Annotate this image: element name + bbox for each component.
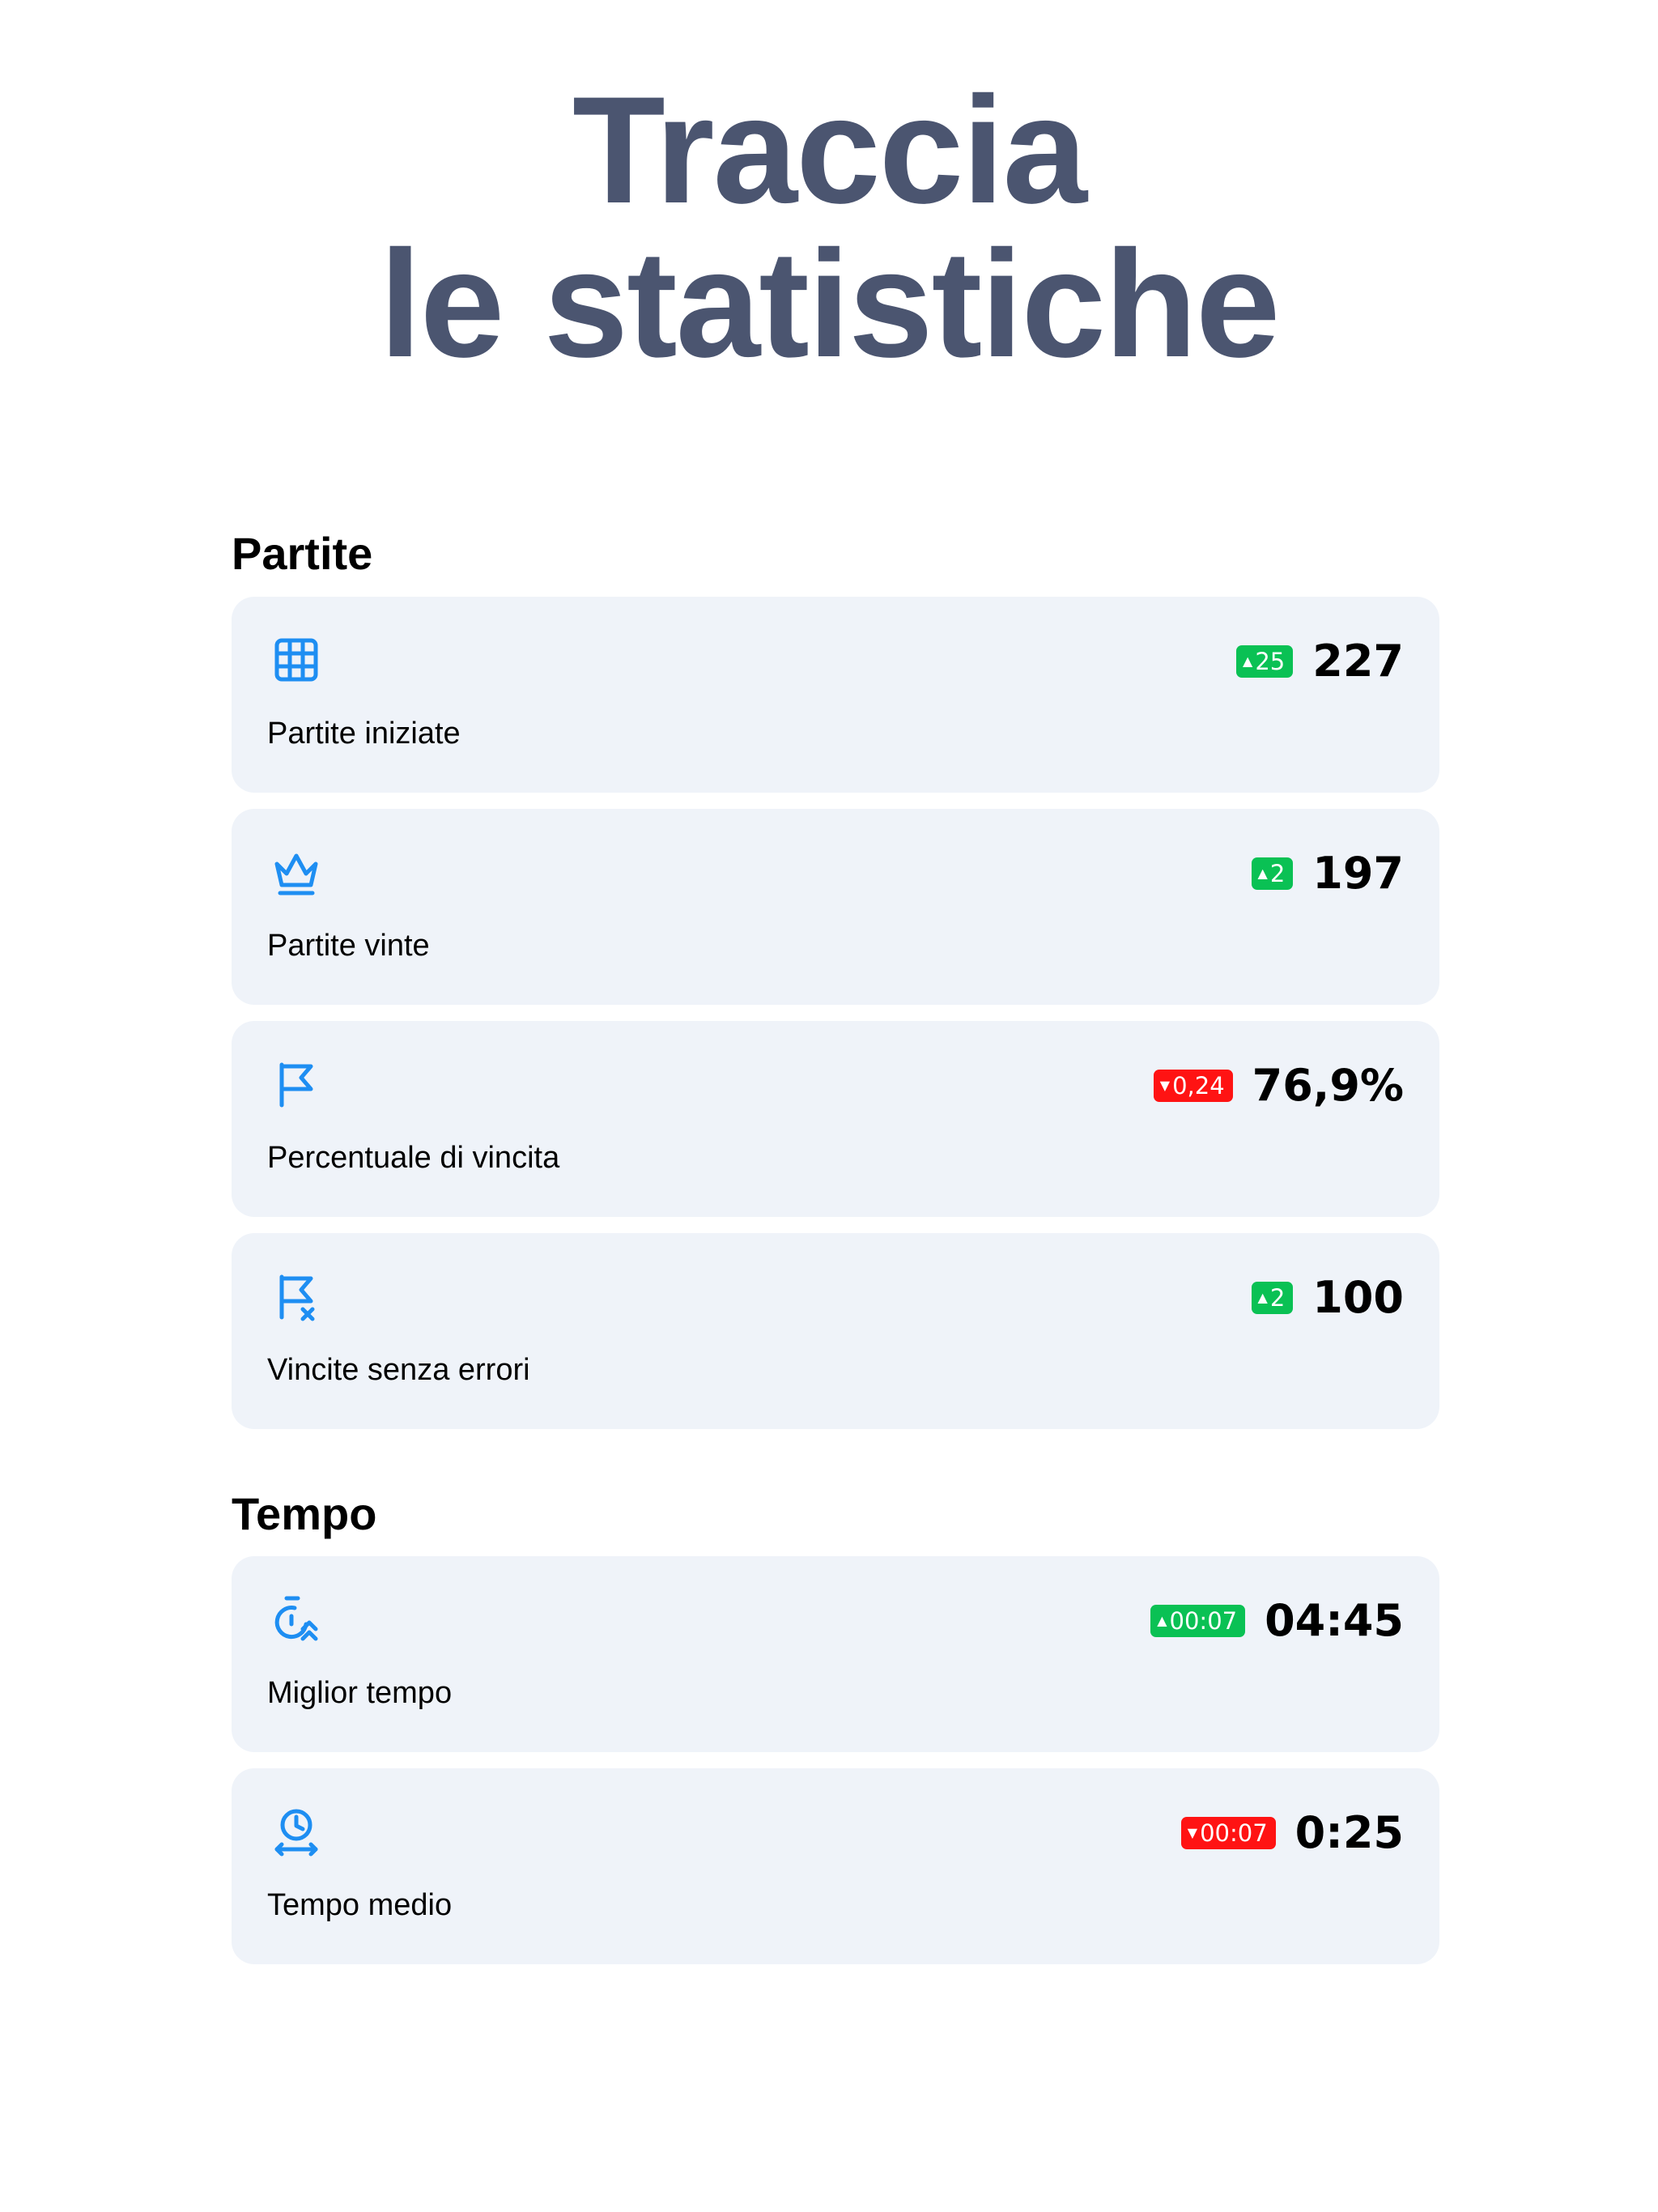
flag-x-icon bbox=[270, 1270, 322, 1322]
trend-badge: ▲ 2 bbox=[1251, 857, 1294, 890]
stat-card-vincite-senza-errori[interactable]: Vincite senza errori ▲ 2 100 bbox=[232, 1233, 1439, 1429]
arrow-up-icon: ▲ bbox=[1257, 866, 1268, 881]
trend-change: 00:07 bbox=[1200, 1819, 1268, 1847]
hero-title-line-1: Traccia bbox=[572, 65, 1087, 235]
stat-label: Miglior tempo bbox=[267, 1676, 453, 1710]
stat-value: 0:25 bbox=[1295, 1807, 1404, 1858]
stat-card-partite-vinte[interactable]: Partite vinte ▲ 2 197 bbox=[232, 809, 1439, 1005]
trend-change: 25 bbox=[1255, 648, 1286, 675]
hero-title-line-2: le statistiche bbox=[379, 219, 1281, 389]
clock-average-icon bbox=[270, 1806, 322, 1857]
stat-card-percentuale-vincita[interactable]: Percentuale di vincita ▼ 0,24 76,9% bbox=[232, 1021, 1439, 1217]
stat-value-group: ▼ 0,24 76,9% bbox=[1153, 1057, 1404, 1115]
trend-change: 00:07 bbox=[1169, 1607, 1238, 1635]
arrow-down-icon: ▼ bbox=[1187, 1825, 1198, 1840]
stat-value-group: ▲ 00:07 04:45 bbox=[1150, 1592, 1404, 1650]
stat-label: Vincite senza errori bbox=[267, 1353, 530, 1387]
trend-change: 2 bbox=[1269, 1284, 1286, 1312]
stat-value: 227 bbox=[1312, 636, 1404, 687]
hero-title: Traccia le statistiche bbox=[0, 73, 1658, 381]
stat-card-partite-iniziate[interactable]: Partite iniziate ▲ 25 227 bbox=[232, 597, 1439, 793]
trend-badge: ▼ 00:07 bbox=[1180, 1817, 1276, 1849]
stat-label: Tempo medio bbox=[267, 1888, 453, 1922]
stat-value-group: ▲ 2 100 bbox=[1251, 1269, 1404, 1327]
stat-value-group: ▲ 25 227 bbox=[1236, 632, 1404, 691]
arrow-up-icon: ▲ bbox=[1157, 1613, 1167, 1628]
stat-value: 197 bbox=[1312, 848, 1404, 899]
stat-card-miglior-tempo[interactable]: Miglior tempo ▲ 00:07 04:45 bbox=[232, 1556, 1439, 1752]
section-title-tempo: Tempo bbox=[232, 1488, 377, 1539]
stat-value-group: ▼ 00:07 0:25 bbox=[1180, 1804, 1404, 1862]
stat-value-group: ▲ 2 197 bbox=[1251, 844, 1404, 903]
trend-badge: ▲ 00:07 bbox=[1150, 1605, 1246, 1637]
grid-icon bbox=[270, 634, 322, 686]
arrow-down-icon: ▼ bbox=[1159, 1078, 1171, 1093]
trend-badge: ▲ 2 bbox=[1251, 1282, 1294, 1314]
stopwatch-up-icon bbox=[270, 1593, 322, 1645]
section-title-partite: Partite bbox=[232, 528, 373, 579]
stat-label: Partite vinte bbox=[267, 929, 430, 963]
flag-icon bbox=[270, 1058, 322, 1110]
arrow-up-icon: ▲ bbox=[1243, 653, 1253, 669]
stat-label: Partite iniziate bbox=[267, 717, 461, 751]
trend-badge: ▲ 25 bbox=[1236, 645, 1294, 678]
trend-change: 0,24 bbox=[1172, 1072, 1225, 1100]
crown-icon bbox=[270, 846, 322, 898]
stat-value: 76,9% bbox=[1252, 1060, 1404, 1111]
trend-change: 2 bbox=[1269, 860, 1286, 887]
trend-badge: ▼ 0,24 bbox=[1153, 1070, 1233, 1102]
stat-value: 04:45 bbox=[1265, 1595, 1404, 1646]
stat-card-tempo-medio[interactable]: Tempo medio ▼ 00:07 0:25 bbox=[232, 1768, 1439, 1964]
stat-label: Percentuale di vincita bbox=[267, 1141, 560, 1175]
arrow-up-icon: ▲ bbox=[1257, 1290, 1268, 1305]
stat-value: 100 bbox=[1312, 1272, 1404, 1323]
